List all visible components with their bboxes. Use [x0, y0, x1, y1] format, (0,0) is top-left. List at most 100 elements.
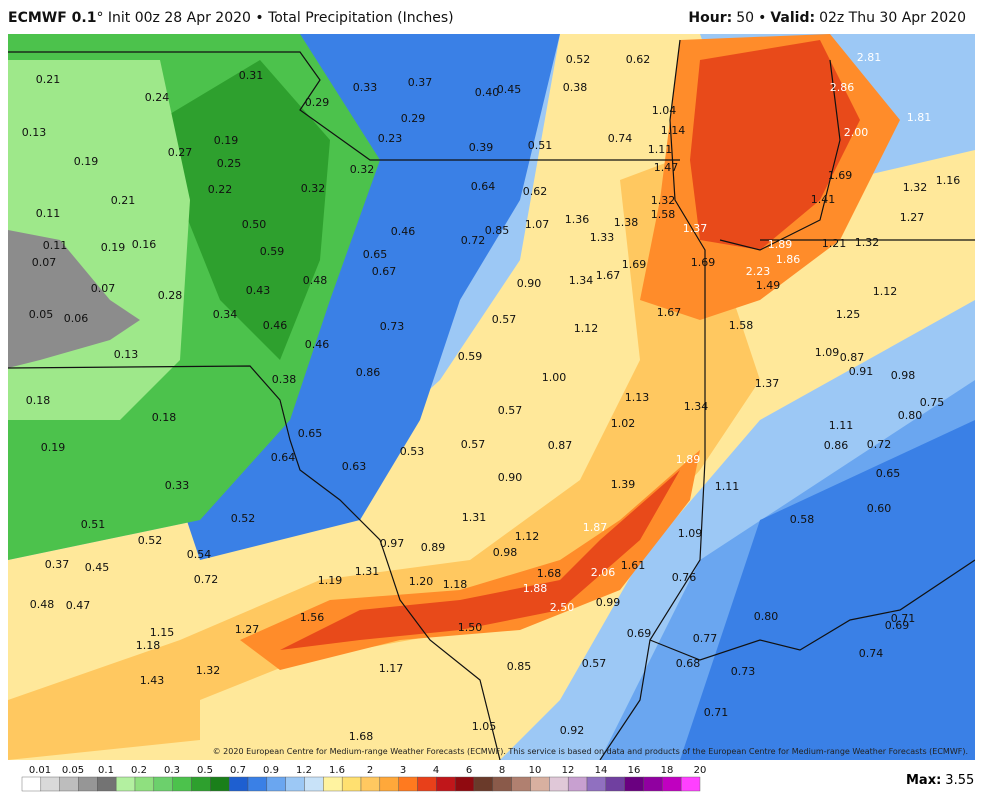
map-value: 0.21	[36, 73, 61, 86]
map-value: 0.57	[492, 313, 517, 326]
map-value: 1.14	[661, 124, 686, 137]
map-value: 0.13	[114, 348, 139, 361]
map-value: 0.47	[66, 599, 91, 612]
map-value: 2.81	[857, 51, 882, 64]
map-value: 1.34	[684, 400, 709, 413]
map-value: 1.27	[900, 211, 925, 224]
colorbar-swatch	[586, 776, 607, 792]
map-value: 1.37	[755, 377, 780, 390]
map-value: 2.86	[830, 81, 855, 94]
colorbar-label: 2	[367, 765, 373, 776]
map-value: 1.34	[569, 274, 594, 287]
colorbar-label: 1.6	[329, 765, 345, 776]
map-value: 0.89	[421, 541, 446, 554]
map-value: 1.69	[828, 169, 853, 182]
map-value: 1.56	[300, 611, 325, 624]
map-value: 0.25	[217, 157, 242, 170]
colorbar-label: 1.2	[296, 765, 312, 776]
map-value: 0.90	[498, 471, 523, 484]
colorbar-label: 16	[628, 765, 641, 776]
map-value: 2.06	[591, 566, 616, 579]
map-value: 1.81	[907, 111, 932, 124]
map-value: 0.13	[22, 126, 47, 139]
colorbar-swatch	[153, 776, 173, 792]
map-value: 0.92	[560, 724, 585, 737]
colorbar-swatch	[643, 776, 663, 792]
map-value: 0.38	[563, 81, 588, 94]
map-value: 1.86	[776, 253, 801, 266]
map-value: 1.27	[235, 623, 260, 636]
colorbar-label: 8	[499, 765, 505, 776]
map-value: 0.59	[458, 350, 483, 363]
hour-label: Hour:	[688, 10, 732, 26]
colorbar-swatch	[266, 776, 286, 792]
map-value: 0.80	[754, 610, 779, 623]
map-value: 0.37	[45, 558, 70, 571]
colorbar-swatch	[473, 776, 494, 792]
map-value: 1.33	[590, 231, 615, 244]
map-value: 1.41	[811, 193, 836, 206]
colorbar-swatch	[341, 776, 362, 792]
map-value: 1.21	[822, 237, 847, 250]
map-value: 0.46	[305, 338, 330, 351]
map-value: 0.64	[471, 180, 496, 193]
map-value: 1.67	[657, 306, 682, 319]
map-value: 0.62	[626, 53, 651, 66]
colorbar-swatch	[115, 776, 136, 792]
map-value: 0.59	[260, 245, 285, 258]
colorbar-label: 0.7	[230, 765, 246, 776]
colorbar-swatch	[417, 776, 437, 792]
colorbar-label: 14	[595, 765, 608, 776]
map-value: 0.86	[824, 439, 849, 452]
colorbar-swatch	[59, 776, 79, 792]
map-value: 0.77	[693, 632, 718, 645]
map-value: 0.99	[596, 596, 621, 609]
map-value: 0.98	[891, 369, 916, 382]
map-value: 1.67	[596, 269, 621, 282]
map-value: 1.50	[458, 621, 483, 634]
map-value: 0.65	[363, 248, 388, 261]
map-value: 0.07	[32, 256, 57, 269]
map-value: 1.12	[515, 530, 540, 543]
map-value: 0.62	[523, 185, 548, 198]
map-value: 0.72	[867, 438, 892, 451]
map-value: 0.52	[231, 512, 256, 525]
colorbar-label: 0.5	[197, 765, 213, 776]
colorbar-label: 0.01	[29, 765, 51, 776]
map-value: 0.64	[271, 451, 296, 464]
map-value: 0.75	[920, 396, 945, 409]
map-value: 0.60	[867, 502, 892, 515]
colorbar-swatch	[511, 776, 531, 792]
map-value: 1.32	[903, 181, 928, 194]
map-value: 1.09	[678, 527, 703, 540]
map-value: 1.18	[443, 578, 468, 591]
map-value: 0.57	[461, 438, 486, 451]
map-value: 1.43	[140, 674, 165, 687]
map-value: 0.85	[485, 224, 510, 237]
map-value: 0.48	[30, 598, 55, 611]
colorbar-swatch	[210, 776, 230, 792]
colorbar-swatch	[97, 776, 117, 792]
map-value: 1.89	[768, 238, 793, 251]
map-value: 0.54	[187, 548, 212, 561]
map-value: 0.87	[840, 351, 865, 364]
map	[8, 34, 975, 760]
map-value: 1.12	[574, 322, 599, 335]
map-value: 1.18	[136, 639, 161, 652]
map-value: 1.11	[648, 143, 673, 156]
map-value: 0.68	[676, 657, 701, 670]
map-value: 0.90	[517, 277, 542, 290]
map-value: 0.48	[303, 274, 328, 287]
map-value: 0.22	[208, 183, 233, 196]
map-value: 0.19	[101, 241, 126, 254]
colorbar-label: 0.3	[164, 765, 180, 776]
colorbar-label: 6	[466, 765, 472, 776]
map-value: 0.76	[672, 571, 697, 584]
model: ECMWF 0.1	[8, 10, 96, 26]
map-value: 0.51	[528, 139, 553, 152]
map-value: 1.89	[676, 453, 701, 466]
max: Max: 3.55	[906, 773, 974, 788]
map-value: 1.69	[622, 258, 647, 271]
map-value: 1.61	[621, 559, 646, 572]
